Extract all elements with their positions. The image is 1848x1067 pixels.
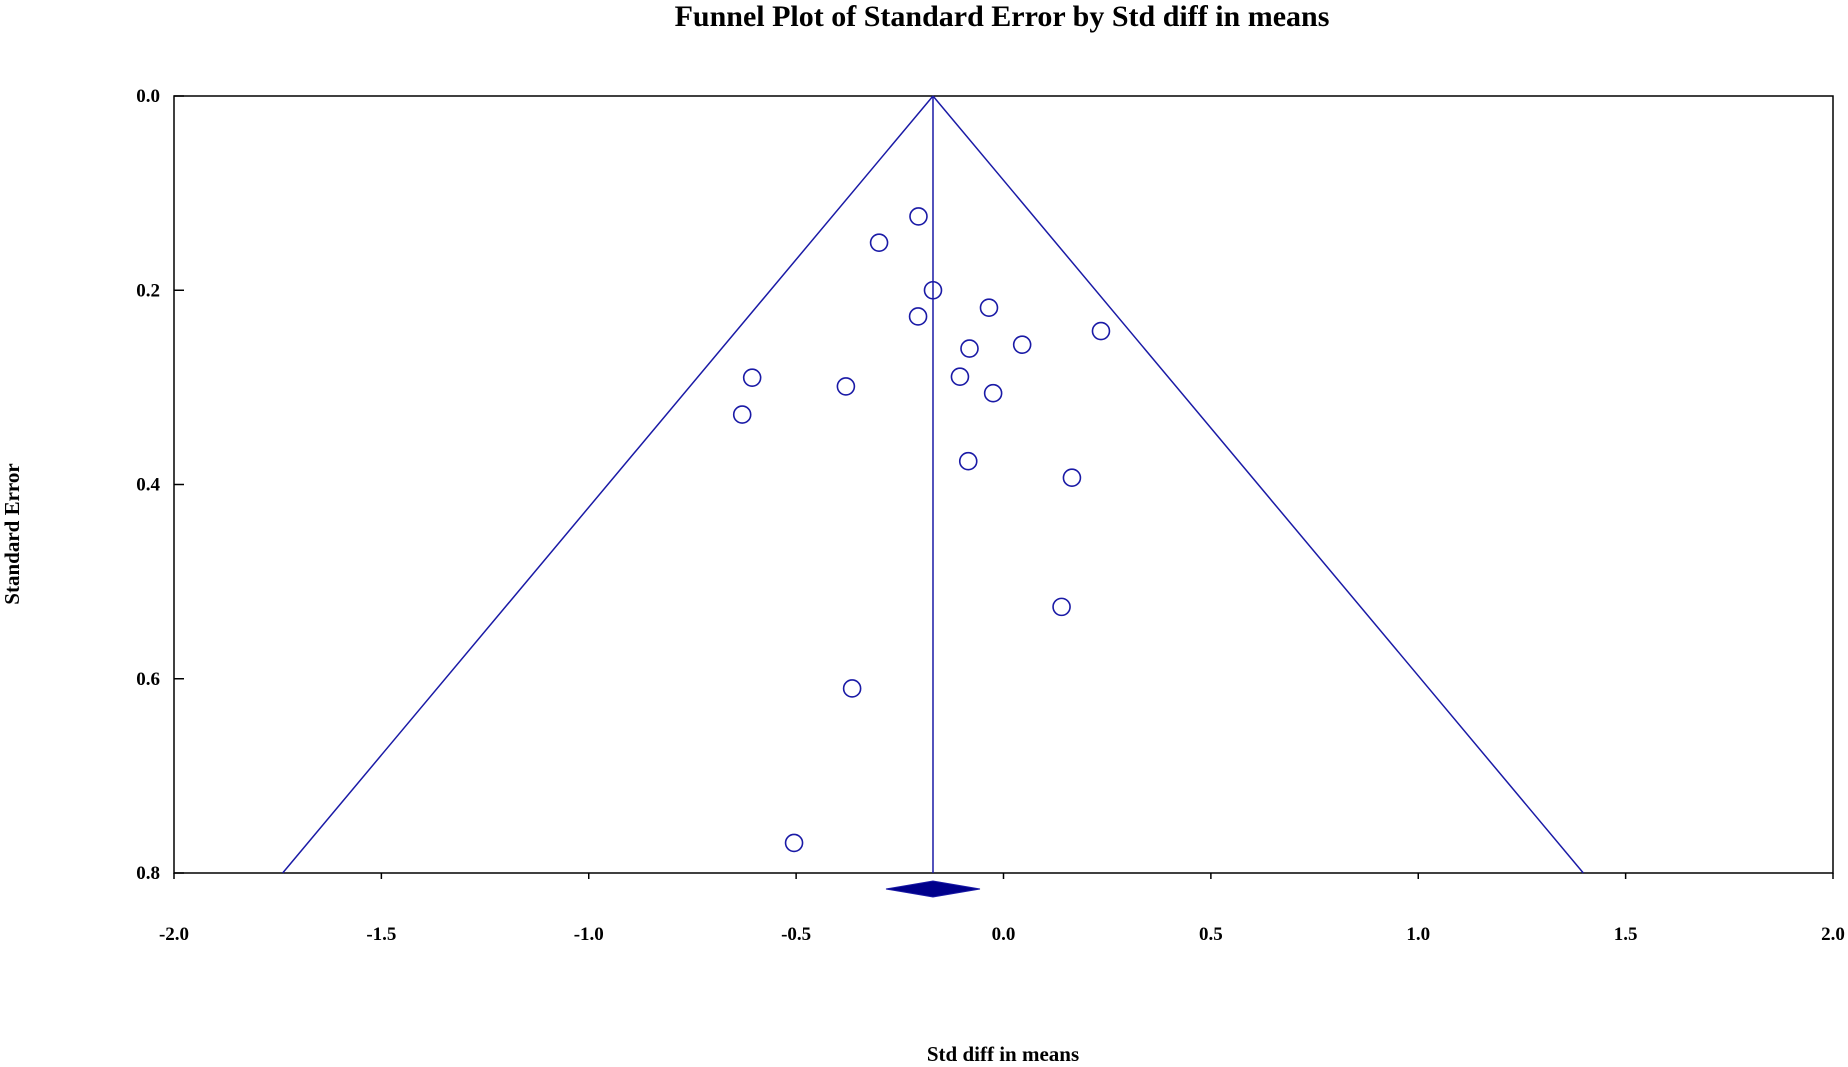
- study-point: [958, 451, 978, 471]
- study-point: [1062, 468, 1082, 488]
- study-point: [908, 307, 928, 326]
- study-point: [742, 368, 762, 387]
- study-point: [923, 280, 943, 300]
- study-point: [842, 679, 862, 698]
- x-tick-label: 0.5: [1199, 924, 1223, 945]
- y-tick-label: 0.2: [136, 280, 160, 301]
- x-tick-label: 0.0: [992, 924, 1016, 945]
- funnel-left-line: [282, 95, 934, 874]
- study-point: [1091, 321, 1111, 341]
- x-tick-label: 1.5: [1614, 924, 1638, 945]
- x-tick-label: -2.0: [159, 924, 189, 945]
- y-tick-label: 0.4: [136, 475, 160, 496]
- funnel-right-line: [932, 95, 1584, 874]
- x-tick-label: -1.0: [574, 924, 604, 945]
- study-point: [909, 207, 928, 226]
- plot-frame: [173, 95, 1834, 874]
- study-point: [979, 298, 999, 318]
- study-point: [869, 233, 889, 252]
- x-tick-label: -0.5: [781, 924, 811, 945]
- study-point: [950, 367, 970, 386]
- summary-diamond-shape: [885, 880, 981, 898]
- study-point: [983, 383, 1003, 403]
- chart-title: Funnel Plot of Standard Error by Std dif…: [675, 0, 1330, 33]
- x-tick-label: 2.0: [1821, 924, 1845, 945]
- y-tick-label: 0.0: [136, 86, 160, 107]
- x-tick-label: 1.0: [1406, 924, 1430, 945]
- study-point: [732, 405, 752, 424]
- study-point: [836, 377, 856, 396]
- funnel-lines: [282, 95, 1584, 874]
- y-tick-label: 0.6: [136, 669, 160, 690]
- y-axis-label: Standard Error: [0, 463, 24, 604]
- x-axis-label: Std diff in means: [927, 1042, 1079, 1066]
- study-point: [784, 833, 804, 853]
- study-point: [1012, 335, 1032, 354]
- y-tick-label: 0.8: [136, 863, 160, 884]
- x-axis: -2.0 -1.5 -1.0 -0.5 0.0 0.5 1.0 1.5 2.0: [159, 873, 1845, 945]
- study-point: [1052, 597, 1071, 617]
- x-tick-label: -1.5: [366, 924, 396, 945]
- summary-diamond: [885, 880, 981, 898]
- study-point: [960, 339, 979, 358]
- study-points: [732, 207, 1111, 853]
- y-axis: 0.0 0.2 0.4 0.6 0.8: [136, 86, 184, 884]
